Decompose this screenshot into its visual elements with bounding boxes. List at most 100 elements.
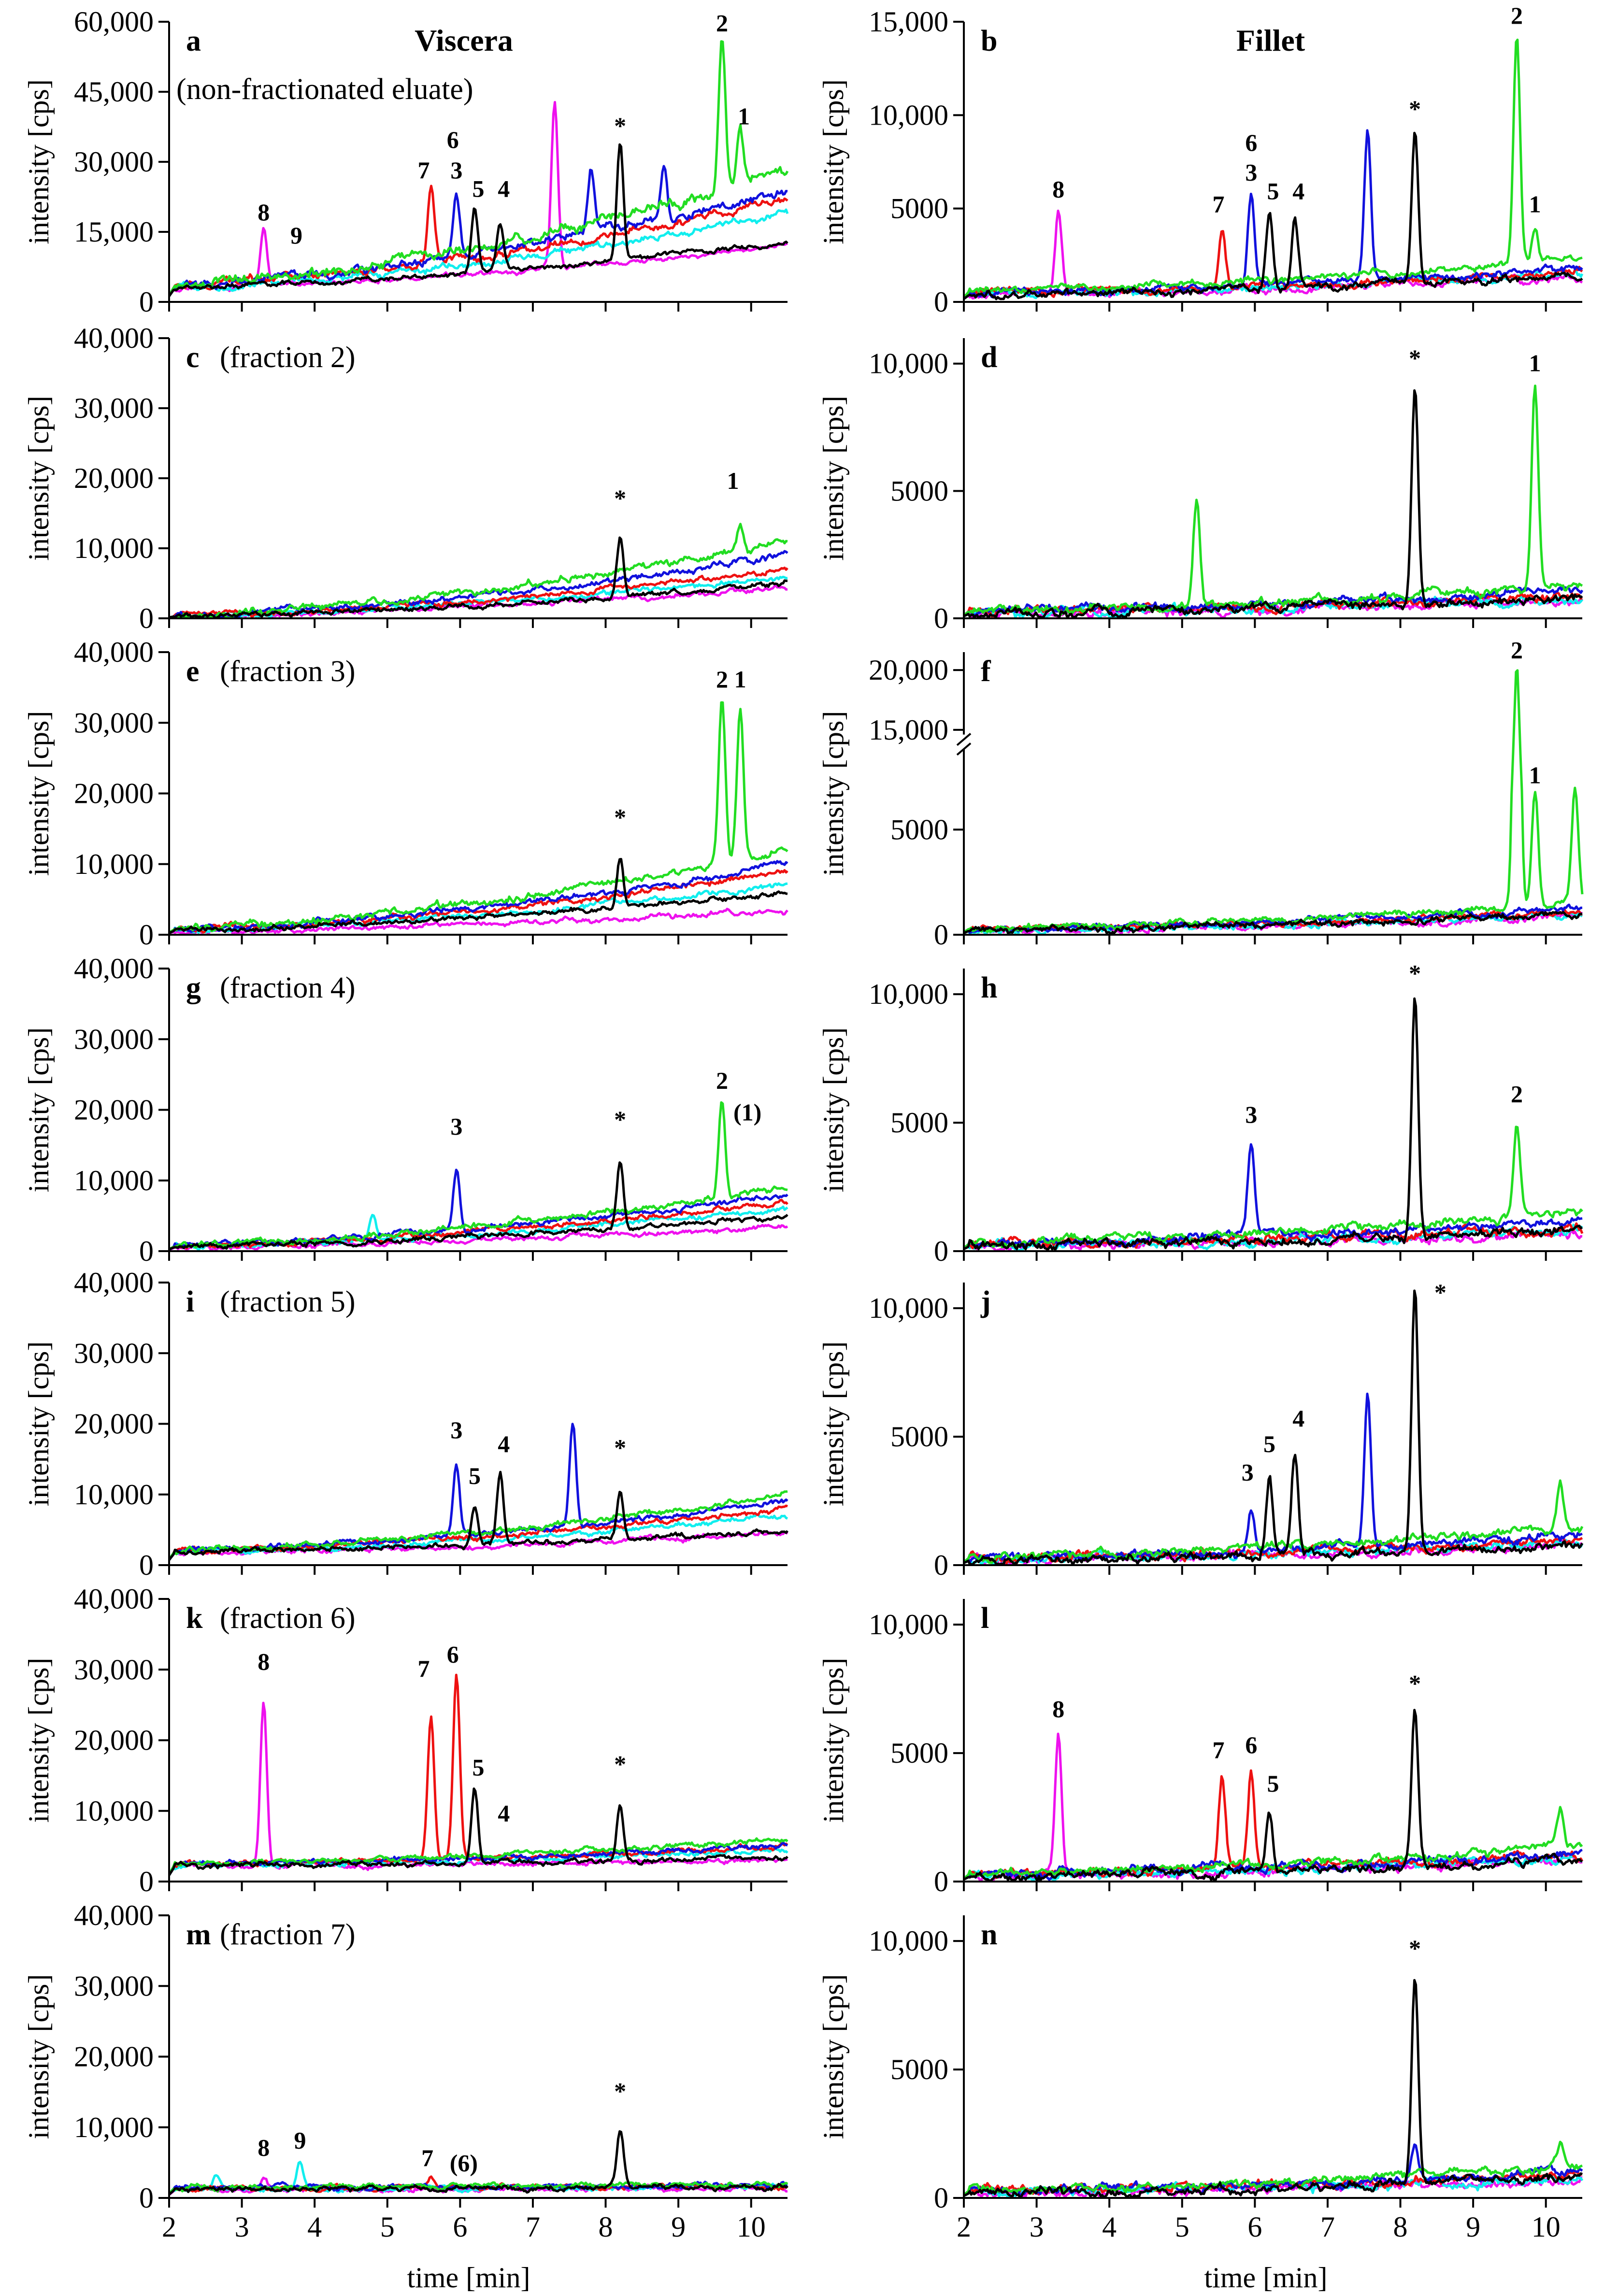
y-tick-label-n-1: 5000 — [890, 2054, 948, 2085]
panel-letter-a: a — [186, 25, 201, 57]
peak-label-g-3: (1) — [733, 1098, 761, 1126]
peak-label-b-4: 5 — [1267, 177, 1279, 204]
panel-f: 0 5000 15,000 20,000 intensity [cps] f 2 1 — [817, 636, 1584, 951]
y-tick-label-h-2: 10,000 — [869, 978, 948, 1010]
y-axis-title-h: intensity [cps] — [817, 1027, 849, 1193]
column-title-fillet: Fillet — [1236, 23, 1305, 57]
peak-label-k-3: 5 — [473, 1754, 485, 1781]
panel-d: 0 5000 10,000 intensity [cps] d * 1 — [817, 338, 1584, 634]
peak-label-b-1: 7 — [1213, 190, 1225, 217]
peak-label-h-2: 2 — [1511, 1081, 1523, 1108]
axes-e — [168, 652, 788, 936]
peak-label-j-2: 4 — [1292, 1405, 1304, 1432]
peak-label-j-1: 5 — [1263, 1430, 1275, 1457]
y-tick-label-c-1: 10,000 — [74, 532, 154, 564]
x-tick-label-n-3: 3 — [1030, 2211, 1044, 2243]
x-tick-label-m-10: 10 — [737, 2211, 766, 2243]
panel-i: 0 10,000 20,000 30,000 40,000 intensity [cps]… — [23, 1267, 788, 1581]
peak-label-a-0: 8 — [258, 199, 270, 226]
panel-letter-d: d — [981, 341, 997, 374]
x-tick-label-m-3: 3 — [235, 2211, 249, 2243]
peak-label-a-2: 7 — [418, 157, 430, 184]
peak-label-l-0: 8 — [1052, 1696, 1064, 1723]
trace-j-green — [964, 1479, 1584, 1564]
axis-break-mark-f — [956, 733, 972, 756]
peak-label-b-6: * — [1409, 95, 1421, 122]
panel-letter-b: b — [981, 25, 997, 57]
peak-label-d-1: 1 — [1529, 350, 1541, 377]
y-axis-title-l: intensity [cps] — [817, 1658, 849, 1823]
trace-g-black — [169, 1161, 788, 1251]
traces-f — [964, 669, 1584, 936]
panel-b: 0 5000 10,000 15,000 intensity [cps] b 8 7 6 35 4 *… — [817, 2, 1584, 318]
peak-label-l-1: 7 — [1213, 1737, 1225, 1764]
peak-label-a-4: 3 — [450, 157, 462, 184]
axes-n — [963, 1915, 1582, 2199]
y-tick-label-b-3: 15,000 — [869, 6, 948, 38]
peak-label-m-0: 8 — [258, 2134, 270, 2161]
x-tick-label-n-2: 2 — [957, 2211, 971, 2243]
panel-letter-j: j — [980, 1285, 991, 1318]
y-tick-label-k-1: 10,000 — [74, 1795, 154, 1827]
trace-n-black — [964, 1979, 1583, 2199]
peak-label-a-1: 9 — [290, 222, 302, 249]
y-tick-label-b-2: 10,000 — [869, 99, 948, 131]
y-tick-label-j-2: 10,000 — [869, 1292, 948, 1324]
y-axis-title-c: intensity [cps] — [23, 396, 55, 561]
axes-g — [168, 969, 788, 1252]
peak-label-h-1: * — [1409, 960, 1421, 987]
peak-label-b-0: 8 — [1052, 175, 1064, 202]
x-tick-label-m-8: 8 — [599, 2211, 613, 2243]
y-tick-label-i-2: 20,000 — [74, 1408, 154, 1440]
traces-g — [169, 1101, 788, 1251]
peak-label-g-2: 2 — [716, 1067, 728, 1094]
peak-label-f-0: 2 — [1511, 636, 1523, 663]
peak-label-a-6: 4 — [498, 175, 510, 202]
y-tick-label-g-4: 40,000 — [74, 953, 154, 984]
peak-label-k-4: 4 — [498, 1800, 510, 1827]
trace-e-black — [169, 858, 788, 934]
trace-h-green — [964, 1126, 1583, 1249]
panel-note-g: (fraction 4) — [220, 971, 356, 1004]
peak-label-k-2: 6 — [447, 1641, 459, 1668]
panel-a: 0 15,000 30,000 45,000 60,000 intensity [cps]… — [23, 6, 789, 318]
peak-label-b-7: 2 — [1511, 2, 1523, 29]
y-axis-title-a: intensity [cps] — [23, 79, 55, 244]
peak-label-c-1: 1 — [727, 467, 739, 494]
y-tick-label-a-1: 15,000 — [74, 216, 154, 248]
trace-l-blue — [964, 1849, 1583, 1881]
traces-e — [169, 701, 788, 936]
y-tick-label-a-2: 30,000 — [74, 146, 154, 178]
peak-label-g-1: * — [614, 1106, 626, 1133]
y-tick-label-d-2: 10,000 — [869, 348, 948, 380]
peak-label-a-5: 5 — [473, 175, 485, 202]
panel-note-c: (fraction 2) — [220, 341, 356, 374]
trace-a-cyan — [169, 208, 789, 297]
panel-letter-f: f — [981, 655, 991, 688]
trace-c-black — [169, 536, 788, 619]
traces-i — [169, 1423, 788, 1561]
peak-label-e-0: * — [614, 803, 626, 830]
panel-letter-k: k — [186, 1602, 203, 1635]
panel-note-i: (fraction 5) — [220, 1285, 356, 1318]
x-tick-label-n-9: 9 — [1466, 2211, 1480, 2243]
trace-k-black — [169, 1787, 788, 1876]
y-tick-label-f-1: 5000 — [890, 813, 948, 845]
y-tick-label-g-2: 20,000 — [74, 1094, 154, 1126]
x-axis-title-left: time [min] — [407, 2262, 530, 2294]
y-tick-label-i-0: 0 — [139, 1549, 154, 1581]
peak-label-a-7: * — [614, 112, 626, 139]
peak-label-h-0: 3 — [1245, 1101, 1257, 1128]
panel-letter-l: l — [981, 1602, 989, 1635]
y-axis-title-d: intensity [cps] — [817, 396, 849, 561]
y-tick-label-k-3: 30,000 — [74, 1654, 154, 1685]
peak-label-k-1: 7 — [418, 1655, 430, 1682]
traces-j — [964, 1289, 1584, 1566]
y-tick-label-l-1: 5000 — [890, 1737, 948, 1769]
panel-letter-e: e — [186, 655, 200, 688]
trace-e-green — [169, 701, 788, 934]
y-tick-label-k-0: 0 — [139, 1866, 154, 1897]
y-tick-label-g-3: 30,000 — [74, 1023, 154, 1055]
x-tick-label-n-6: 6 — [1247, 2211, 1262, 2243]
